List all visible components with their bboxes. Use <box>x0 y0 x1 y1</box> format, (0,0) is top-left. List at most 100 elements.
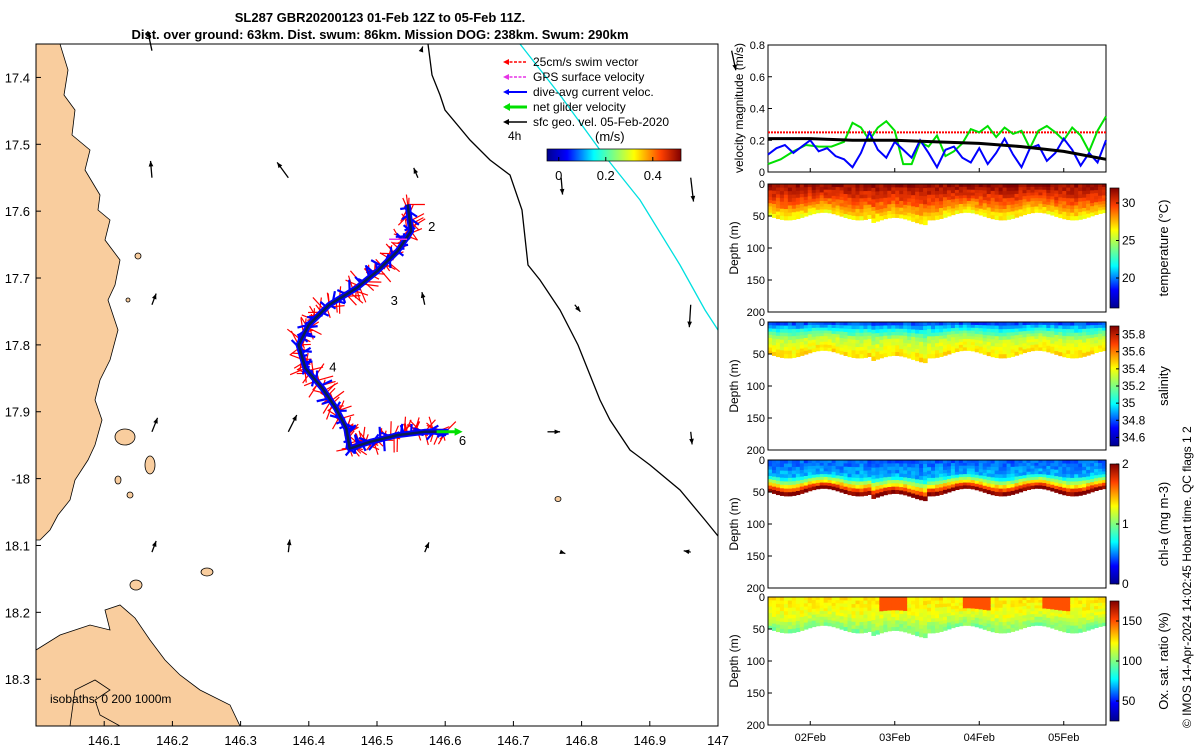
section-cell <box>903 187 908 192</box>
section-cell <box>851 198 857 203</box>
section-cell <box>775 603 781 608</box>
section-cell <box>1006 215 1012 220</box>
section-cell <box>990 600 996 605</box>
section-cell <box>1074 611 1079 616</box>
section-cell <box>855 194 861 199</box>
section-cell <box>791 611 797 616</box>
section-cell <box>1090 612 1095 617</box>
section-cell <box>1054 603 1059 608</box>
geo-vector <box>559 177 565 195</box>
section-cell <box>1050 187 1055 191</box>
section-cell <box>871 325 876 331</box>
section-cell <box>962 195 968 199</box>
section-cell <box>807 199 813 203</box>
geo-vector-head <box>153 417 158 424</box>
section-cell <box>998 485 1004 490</box>
x-tick-label: 02Feb <box>795 732 826 744</box>
section-cell <box>998 336 1004 341</box>
section-cell <box>1086 606 1091 611</box>
section-cell <box>1078 191 1083 196</box>
section-cell <box>1014 210 1020 215</box>
section-cell <box>783 481 789 486</box>
section-cell <box>927 474 932 479</box>
section-cell <box>791 607 797 612</box>
section-cell <box>831 623 837 628</box>
section-cell <box>807 331 813 335</box>
section-cell <box>831 605 837 610</box>
colorbar-tick-label: 0.4 <box>644 168 662 183</box>
section-cell <box>911 611 916 617</box>
section-cell <box>879 470 884 475</box>
y-tick-label: 18.3 <box>5 672 30 687</box>
section-cell <box>1042 336 1047 340</box>
section-cell <box>1086 200 1091 205</box>
section-cell <box>1006 187 1012 192</box>
section-cell <box>887 610 892 615</box>
section-cell <box>954 474 960 479</box>
section-cell <box>775 460 781 465</box>
section-cell <box>958 617 964 621</box>
section-cell <box>855 184 861 189</box>
section-cell <box>974 614 980 619</box>
section-cell <box>827 342 833 346</box>
section-cell <box>1086 476 1091 481</box>
section-cell <box>911 206 916 211</box>
section-cell <box>970 468 976 473</box>
section-cell <box>1054 334 1059 339</box>
section-cell <box>787 629 793 634</box>
section-cell <box>799 597 805 601</box>
section-cell <box>938 624 944 629</box>
section-cell <box>935 604 940 609</box>
section-cell <box>827 482 833 487</box>
section-cell <box>1070 329 1075 334</box>
section-cell <box>815 471 821 475</box>
section-cell <box>954 460 960 464</box>
section-cell <box>1046 597 1051 601</box>
section-cell <box>899 322 904 326</box>
section-cell <box>1034 460 1039 464</box>
section-cell <box>1038 479 1043 484</box>
section-cell <box>1082 204 1087 209</box>
section-cell <box>787 184 793 189</box>
section-cell <box>843 207 849 212</box>
section-cell <box>1022 211 1028 216</box>
section-cell <box>1002 607 1008 612</box>
section-cell <box>931 198 936 203</box>
geo-vector-head <box>687 321 692 328</box>
section-cell <box>1014 620 1020 625</box>
section-cell <box>938 204 944 209</box>
section-cell <box>942 187 948 192</box>
section-cell <box>923 468 928 473</box>
section-cell <box>994 336 1000 341</box>
section-cell <box>1042 599 1047 604</box>
section-cell <box>1038 485 1043 489</box>
section-cell <box>1018 341 1024 345</box>
section-cell <box>768 488 773 493</box>
section-cell <box>843 184 849 188</box>
section-cell <box>851 628 857 633</box>
section-cell <box>903 597 908 602</box>
section-cell <box>827 201 833 205</box>
section-cell <box>974 189 980 194</box>
section-cell <box>771 610 777 615</box>
section-cell <box>831 192 837 197</box>
section-cell <box>919 207 924 213</box>
section-cell <box>970 480 976 484</box>
section-cell <box>1026 207 1032 212</box>
section-cell <box>1002 477 1008 483</box>
section-cell <box>895 187 900 192</box>
section-cell <box>1006 607 1012 612</box>
section-cell <box>982 328 988 333</box>
section-cell <box>923 488 928 494</box>
section-cell <box>859 607 865 612</box>
section-cell <box>950 211 956 216</box>
section-cell <box>803 187 809 191</box>
section-cell <box>903 353 908 358</box>
section-cell <box>855 350 861 355</box>
section-cell <box>1014 600 1020 605</box>
section-cell <box>843 204 849 208</box>
section-cell <box>954 611 960 616</box>
section-cell <box>1022 600 1028 604</box>
section-cell <box>891 328 896 333</box>
section-cell <box>843 627 849 631</box>
